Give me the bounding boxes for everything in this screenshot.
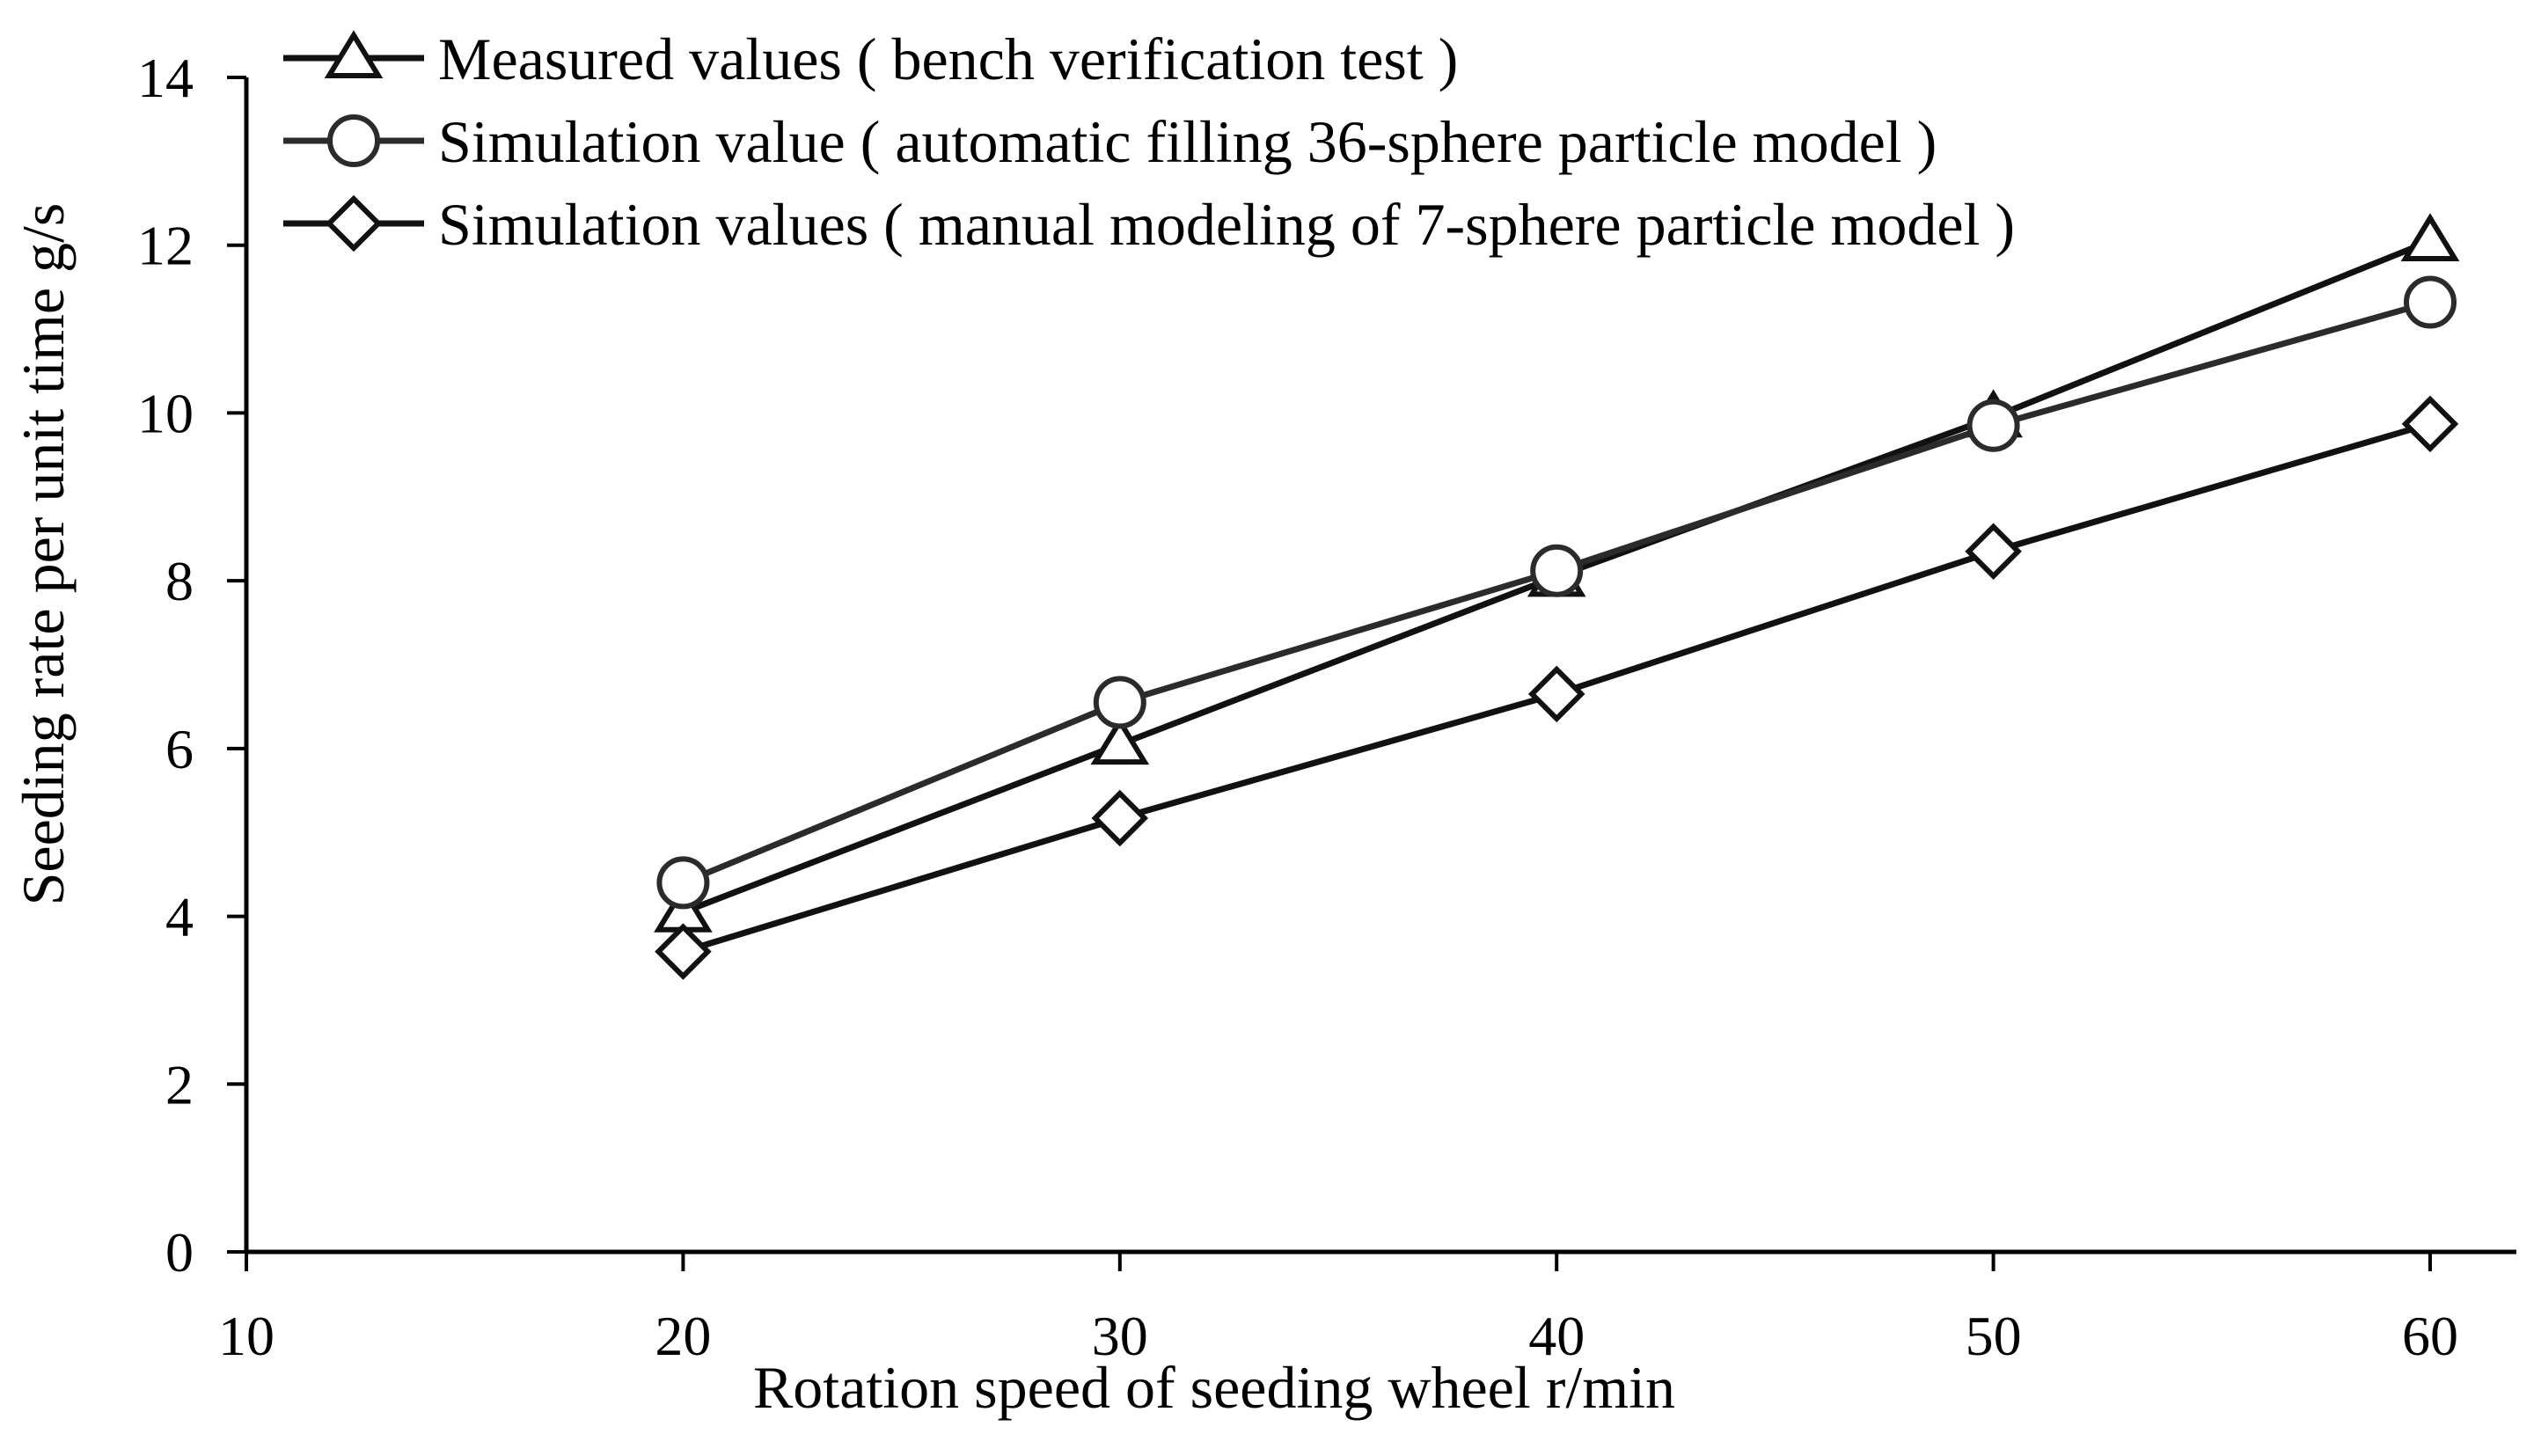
legend-label: Simulation values ( manual modeling of 7… (438, 191, 2015, 258)
y-tick-label: 12 (137, 215, 194, 277)
legend: Measured values ( bench verification tes… (283, 26, 2015, 258)
data-point-circle (656, 856, 710, 910)
data-point-circle (2404, 275, 2457, 329)
y-tick-label: 6 (165, 718, 194, 780)
y-tick-label: 0 (165, 1221, 194, 1284)
x-axis-ticks: 10 20 30 40 50 60 (218, 1252, 2458, 1367)
data-point-diamond (1527, 665, 1585, 723)
y-tick-label: 14 (137, 47, 194, 109)
y-axis-ticks: 0 2 4 6 8 10 12 14 (137, 47, 246, 1284)
legend-marker-circle (327, 114, 380, 167)
y-tick-label: 8 (165, 550, 194, 612)
y-tick-label: 10 (137, 382, 194, 444)
data-point-circle (1966, 399, 2020, 452)
y-tick-label: 4 (165, 886, 194, 948)
legend-marker-triangle (324, 30, 384, 78)
data-point-circle (1530, 544, 1584, 597)
plot-series (654, 213, 2460, 980)
data-point-diamond (2401, 395, 2459, 453)
data-point-diamond (1091, 789, 1149, 847)
legend-label: Measured values ( bench verification tes… (438, 26, 1458, 92)
x-tick-label: 20 (655, 1305, 711, 1367)
series-circle (656, 275, 2457, 910)
y-tick-label: 2 (165, 1053, 194, 1116)
series-diamond (655, 395, 2459, 980)
x-axis-title: Rotation speed of seeding wheel r/min (753, 1354, 1675, 1421)
x-tick-label: 10 (218, 1305, 275, 1367)
legend-marker-diamond (325, 194, 383, 252)
x-tick-label: 30 (1092, 1305, 1148, 1367)
y-axis-title: Seeding rate per unit time g/s (10, 203, 77, 906)
data-point-triangle (1090, 716, 1150, 765)
data-point-diamond (1965, 523, 2022, 581)
data-point-circle (1093, 676, 1146, 729)
data-point-triangle (2400, 213, 2460, 261)
axes (244, 77, 2516, 1255)
x-tick-label: 50 (1966, 1305, 2022, 1367)
data-point-diamond (655, 923, 712, 980)
x-tick-label: 40 (1528, 1305, 1585, 1367)
legend-label: Simulation value ( automatic filling 36-… (438, 108, 1937, 175)
x-tick-label: 60 (2402, 1305, 2458, 1367)
